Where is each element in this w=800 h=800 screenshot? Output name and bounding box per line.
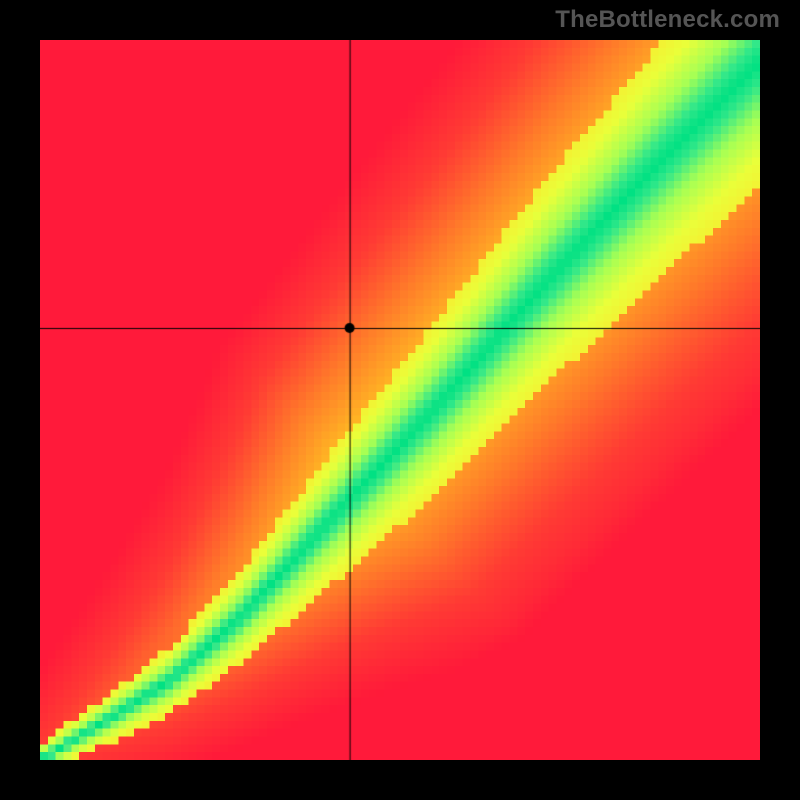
crosshair-overlay [40,40,760,760]
watermark-text: TheBottleneck.com [555,6,780,34]
